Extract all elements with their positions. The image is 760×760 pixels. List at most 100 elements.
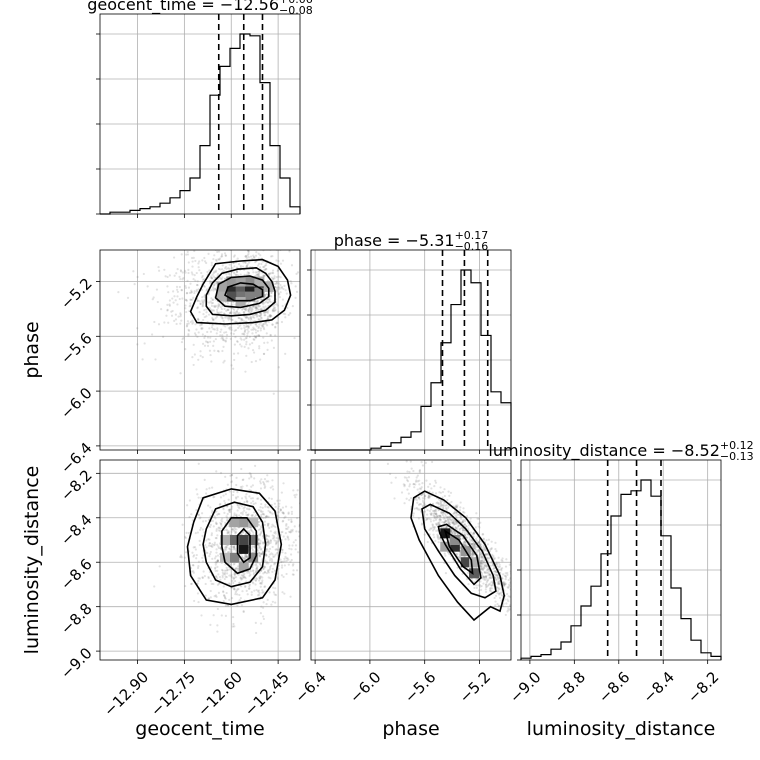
sample-point <box>228 510 231 513</box>
sample-point <box>427 485 430 488</box>
sample-point <box>229 311 232 315</box>
sample-point <box>257 317 260 320</box>
sample-point <box>246 334 249 338</box>
sample-point <box>444 520 448 523</box>
sample-point <box>97 289 99 291</box>
sample-point <box>212 318 215 321</box>
sample-point <box>498 582 501 585</box>
sample-point <box>176 288 179 291</box>
sample-point <box>483 565 487 568</box>
sample-point <box>233 272 236 275</box>
sample-point <box>494 576 497 580</box>
sample-point <box>433 536 436 539</box>
sample-point <box>244 308 247 311</box>
sample-point <box>228 273 231 276</box>
sample-point <box>421 482 424 485</box>
sample-point <box>264 503 267 506</box>
sample-point <box>258 534 262 537</box>
sample-point <box>498 587 501 590</box>
sample-point <box>494 578 497 581</box>
sample-point <box>433 514 436 518</box>
sample-point <box>217 573 220 576</box>
sample-point <box>268 272 271 275</box>
sample-point <box>277 540 280 543</box>
sample-point <box>267 540 270 543</box>
sample-point <box>260 530 263 533</box>
density-cell <box>229 552 240 563</box>
sample-point <box>212 544 215 547</box>
sample-point <box>490 540 493 543</box>
sample-point <box>258 272 261 275</box>
sample-point <box>518 586 520 588</box>
sample-point <box>428 496 431 499</box>
sample-point <box>262 274 265 277</box>
sample-point <box>226 316 229 320</box>
sample-point <box>471 552 474 555</box>
sample-point <box>219 315 222 318</box>
sample-point <box>479 585 482 588</box>
sample-point <box>493 570 496 573</box>
sample-point <box>477 517 480 520</box>
sample-point <box>440 499 443 502</box>
sample-point <box>269 300 272 304</box>
sample-point <box>229 550 232 553</box>
sample-point <box>249 241 251 243</box>
sample-point <box>472 541 475 545</box>
sample-point <box>179 312 182 315</box>
sample-point <box>221 268 224 271</box>
sample-point <box>262 323 265 326</box>
sample-point <box>449 529 453 533</box>
sample-point <box>448 522 451 525</box>
sample-point <box>463 543 466 546</box>
sample-point <box>428 528 431 532</box>
sample-point <box>250 475 253 479</box>
sample-point <box>439 538 443 541</box>
sample-point <box>497 588 500 591</box>
sample-point <box>439 518 442 522</box>
sample-point <box>203 285 206 288</box>
sample-point <box>225 569 228 572</box>
sample-point <box>234 320 237 323</box>
sample-point <box>432 533 435 536</box>
sample-point <box>492 556 495 559</box>
sample-point <box>266 315 270 318</box>
sample-point <box>251 268 254 271</box>
sample-point <box>287 511 290 514</box>
sample-point <box>484 583 487 587</box>
sample-point <box>263 566 266 569</box>
sample-point <box>202 318 205 322</box>
sample-point <box>226 516 229 520</box>
sample-point <box>506 571 509 575</box>
ytick-label-luminosity_distance: −8.6 <box>57 555 95 593</box>
sample-point <box>495 570 498 574</box>
sample-point <box>179 270 183 273</box>
sample-point <box>215 258 218 261</box>
sample-point <box>255 566 259 570</box>
sample-point <box>252 315 255 319</box>
sample-point <box>295 272 298 275</box>
sample-point <box>494 604 497 607</box>
sample-point <box>431 491 434 494</box>
sample-point <box>457 513 460 516</box>
sample-point <box>241 441 243 443</box>
sample-point <box>294 548 297 551</box>
sample-point <box>514 583 516 585</box>
sample-point <box>248 306 251 309</box>
sample-point <box>254 569 257 572</box>
sample-point <box>264 516 267 519</box>
sample-point <box>451 521 454 524</box>
sample-point <box>246 247 248 249</box>
sample-point <box>236 340 239 343</box>
sample-point <box>253 313 256 316</box>
sample-point <box>249 320 252 323</box>
sample-point <box>235 270 239 273</box>
sample-point <box>426 540 429 544</box>
sample-point <box>242 307 246 310</box>
sample-point <box>292 569 295 572</box>
sample-point <box>482 575 485 578</box>
sample-point <box>268 547 272 550</box>
sample-point <box>221 520 224 523</box>
sample-point <box>264 554 267 557</box>
sample-point <box>259 480 262 483</box>
sample-point <box>262 326 265 329</box>
